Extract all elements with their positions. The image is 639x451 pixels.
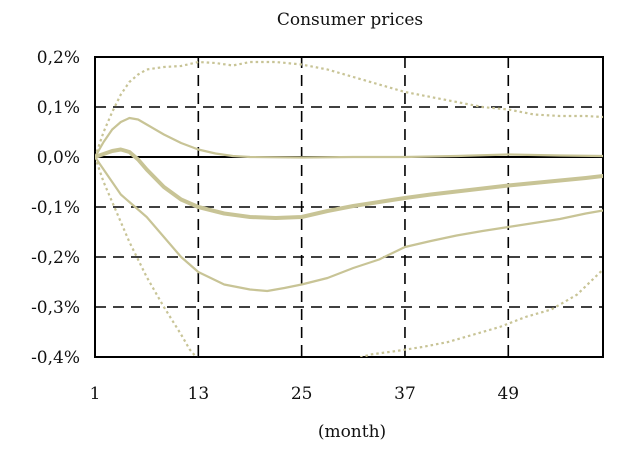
series-line-3-thin — [95, 155, 603, 293]
y-tick-label: -0,3% — [31, 298, 80, 318]
y-tick-label: 0,1% — [37, 98, 80, 118]
y-tick-label: 0,2% — [37, 48, 80, 68]
series-line-2-thin — [95, 116, 603, 159]
y-tick-label: 0,0% — [37, 148, 80, 168]
y-tick-label: -0,2% — [31, 248, 80, 268]
y-axis-ticks: 0,2% 0,1% 0,0% -0,1% -0,2% -0,3% -0,4% — [31, 48, 80, 368]
series-line-5-dotted — [95, 156, 603, 357]
series-line-1-thick — [95, 147, 603, 220]
x-axis-ticks: 1 13 25 37 49 — [90, 384, 520, 404]
series-line-4-dotted — [95, 60, 603, 158]
x-tick-label: 25 — [291, 384, 313, 404]
x-tick-label: 1 — [90, 384, 101, 404]
x-tick-label: 13 — [188, 384, 210, 404]
y-tick-label: -0,1% — [31, 198, 80, 218]
series-group — [95, 60, 603, 357]
chart-title: Consumer prices — [277, 10, 423, 30]
x-tick-label: 49 — [497, 384, 519, 404]
x-axis-label: (month) — [318, 422, 386, 442]
y-tick-label: -0,4% — [31, 348, 80, 368]
x-tick-label: 37 — [394, 384, 416, 404]
